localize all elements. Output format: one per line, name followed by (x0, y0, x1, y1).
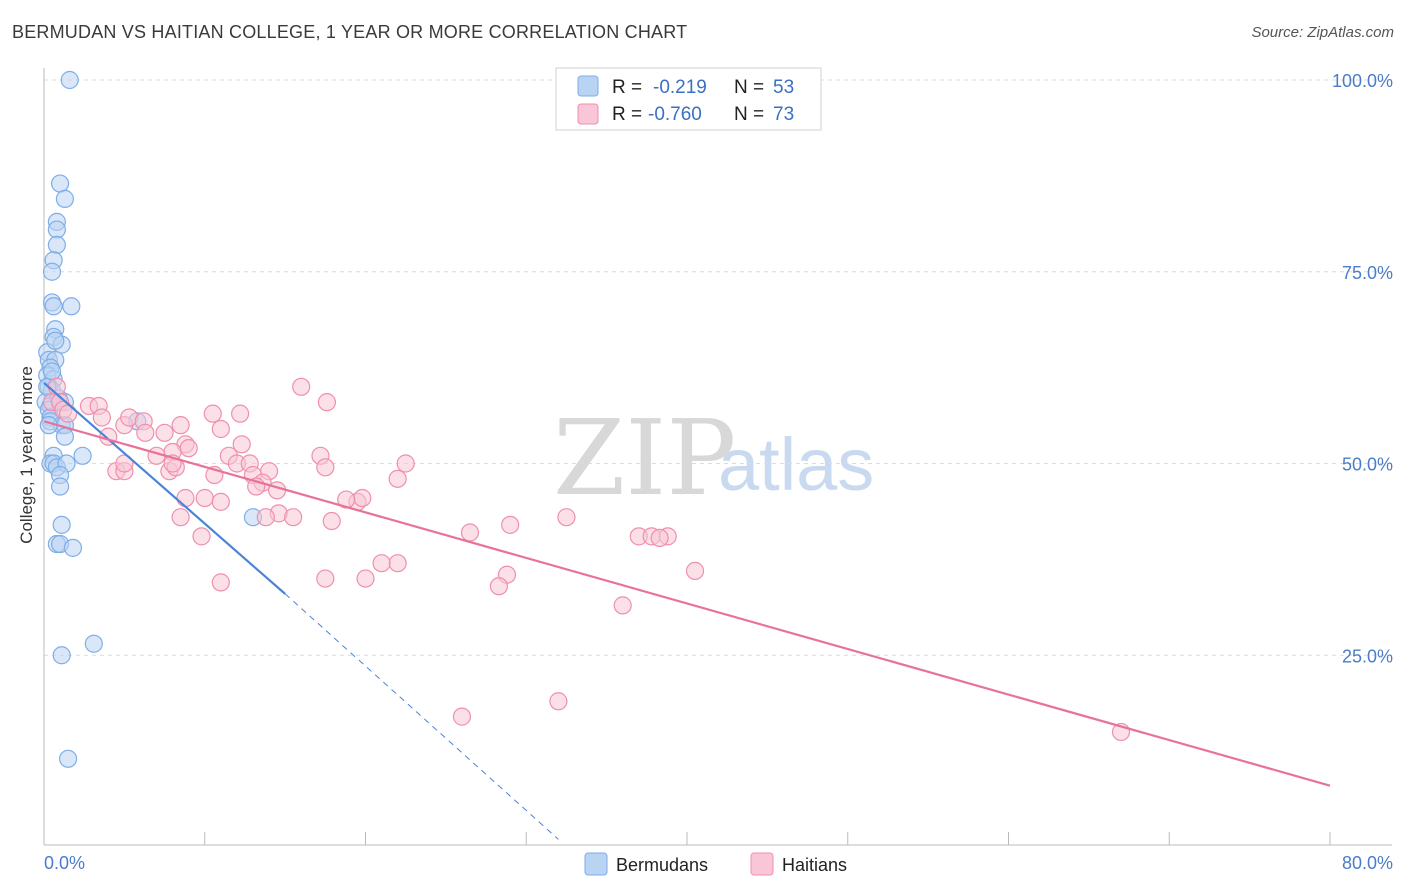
haitians-point-55 (388, 469, 407, 488)
haitians-point-39 (317, 393, 337, 412)
haitians-point-25 (203, 404, 222, 423)
chart-title: BERMUDAN VS HAITIAN COLLEGE, 1 YEAR OR M… (12, 22, 688, 42)
haitians-point-62 (650, 528, 669, 547)
bermudans-point-43 (63, 538, 83, 557)
haitians-point-14 (171, 416, 190, 435)
bermudans-point-9 (44, 297, 63, 316)
haitians-point-72 (452, 707, 472, 726)
haitians-point-56 (460, 523, 480, 542)
haitians-point-71 (613, 596, 632, 615)
legend-n-value-2: 73 (773, 104, 794, 125)
haitians-point-66 (388, 554, 407, 573)
haitians-point-51 (322, 511, 341, 531)
legend-n-label-2: N = (734, 104, 764, 125)
haitians-trend-line (43, 420, 1331, 787)
haitians-point-68 (356, 569, 375, 588)
haitians-point-1 (47, 377, 66, 396)
gridlines (44, 79, 1392, 656)
series-legend: Bermudans Haitians (584, 852, 847, 876)
haitians-point-38 (292, 377, 311, 396)
bottom-legend-swatch-bermudans (584, 852, 608, 876)
bermudans-point-4 (47, 220, 66, 239)
haitians-point-50 (284, 508, 303, 527)
watermark-atlas: atlas (718, 423, 874, 506)
haitians-point-49 (256, 508, 275, 527)
bottom-legend-label-bermudans: Bermudans (616, 855, 708, 875)
bermudans-point-46 (52, 646, 71, 665)
haitians-point-70 (211, 573, 230, 592)
bermudans-point-40 (52, 515, 71, 534)
haitians-point-27 (231, 404, 250, 423)
bermudans-point-45 (84, 634, 103, 653)
haitians-point-16 (179, 439, 198, 458)
haitians-point-11 (136, 423, 155, 442)
scatter-points (36, 70, 1131, 768)
haitians-point-42 (176, 488, 195, 508)
bermudans-point-0 (60, 70, 79, 90)
trend-lines (43, 382, 1331, 840)
stats-legend-box (555, 67, 822, 131)
bermudans-point-50 (42, 362, 62, 381)
haitians-point-65 (489, 577, 509, 596)
haitians-point-7 (92, 408, 111, 427)
haitians-point-58 (557, 508, 576, 527)
legend-n-value-1: 53 (773, 77, 794, 98)
y-tick-label-1: 75.0% (1342, 263, 1393, 283)
stats-legend: R = -0.219 N = 53 R = -0.760 N = 73 (555, 67, 822, 131)
legend-r-value-1: -0.219 (653, 77, 707, 98)
bermudans-trend-extension (284, 593, 559, 840)
y-tick-label-2: 50.0% (1342, 455, 1393, 475)
bermudans-point-2 (55, 189, 74, 208)
y-tick-label-0: 100.0% (1332, 71, 1393, 91)
bermudans-point-5 (47, 235, 66, 255)
bottom-legend-swatch-haitians (750, 852, 774, 876)
haitians-point-44 (211, 492, 230, 511)
y-axis-label: College, 1 year or more (17, 366, 36, 544)
bottom-legend-label-haitians: Haitians (782, 855, 847, 875)
source-label: Source: ZipAtlas.com (1251, 24, 1394, 41)
haitians-point-52 (171, 508, 190, 527)
y-tick-label-3: 25.0% (1342, 646, 1393, 666)
legend-n-label-1: N = (734, 77, 764, 98)
haitians-point-57 (501, 515, 520, 534)
bermudans-point-47 (59, 749, 78, 768)
legend-swatch-bermudans (577, 75, 599, 97)
bermudans-point-10 (62, 297, 81, 316)
haitians-point-69 (316, 569, 335, 588)
haitians-point-53 (192, 527, 211, 546)
legend-swatch-haitians (577, 103, 599, 125)
legend-r-value-2: -0.760 (648, 104, 702, 125)
bermudans-point-37 (73, 446, 92, 465)
x-ticks (43, 832, 1331, 845)
x-tick-label-min: 0.0% (44, 853, 85, 873)
haitians-point-73 (549, 692, 568, 711)
watermark-zip: ZIP (553, 397, 736, 519)
haitians-point-23 (115, 454, 134, 473)
haitians-point-28 (232, 435, 251, 454)
y-tick-labels: 100.0% 75.0% 50.0% 25.0% (1332, 71, 1393, 666)
bermudans-point-31 (55, 427, 74, 446)
bermudans-point-52 (46, 331, 65, 350)
haitians-point-4 (59, 404, 78, 423)
haitians-point-13 (155, 423, 174, 442)
haitians-point-12 (99, 427, 118, 446)
bermudans-point-7 (42, 262, 62, 281)
legend-r-label-2: R = (612, 104, 642, 125)
x-tick-label-max: 80.0% (1342, 853, 1393, 873)
haitians-point-41 (316, 458, 335, 477)
haitians-point-26 (211, 419, 230, 439)
legend-r-label-1: R = (612, 77, 642, 98)
haitians-point-37 (267, 481, 287, 500)
haitians-point-63 (685, 561, 705, 580)
bermudans-point-39 (50, 477, 70, 496)
haitians-point-46 (353, 488, 372, 508)
haitians-point-54 (396, 454, 415, 473)
bermudans-point-1 (50, 174, 70, 193)
bermudans-trend-line (43, 382, 286, 595)
haitians-point-67 (372, 554, 391, 573)
haitians-point-43 (195, 488, 214, 508)
